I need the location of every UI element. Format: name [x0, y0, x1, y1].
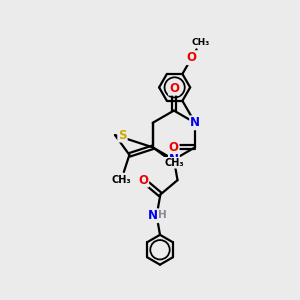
Text: H: H	[158, 210, 167, 220]
Text: O: O	[138, 174, 148, 187]
Text: N: N	[148, 209, 158, 222]
Text: O: O	[187, 51, 197, 64]
Text: O: O	[169, 82, 179, 95]
Text: CH₃: CH₃	[192, 38, 210, 46]
Text: N: N	[169, 153, 179, 166]
Text: N: N	[190, 116, 200, 129]
Text: O: O	[169, 141, 178, 154]
Text: S: S	[118, 129, 127, 142]
Text: CH₃: CH₃	[164, 158, 184, 168]
Text: CH₃: CH₃	[112, 175, 131, 185]
